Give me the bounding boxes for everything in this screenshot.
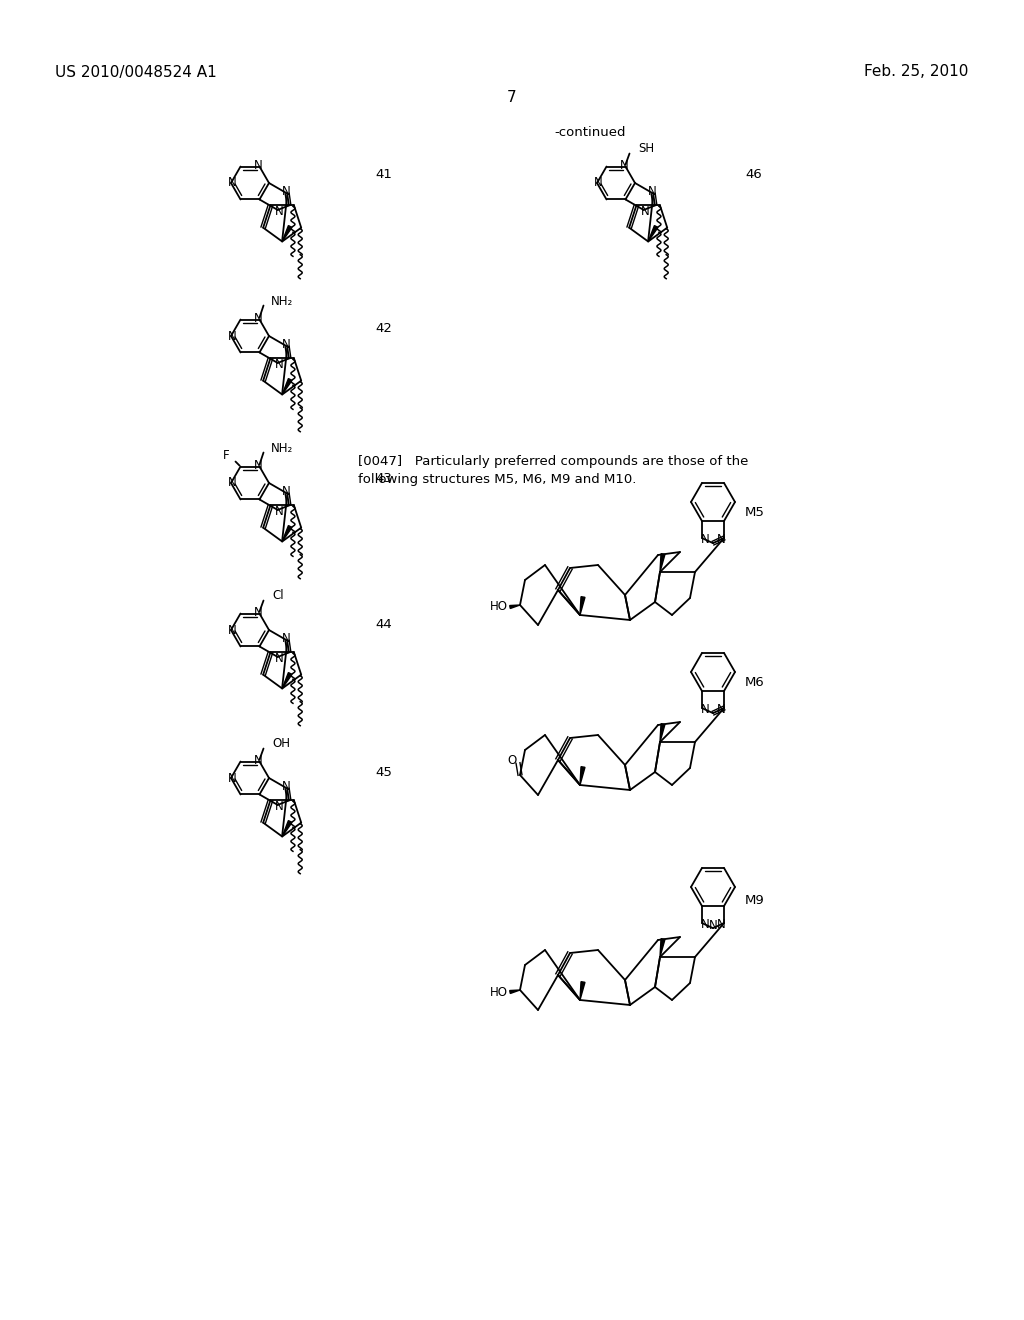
Text: N: N [275, 359, 284, 371]
Text: 41: 41 [375, 169, 392, 181]
Text: F: F [223, 449, 229, 462]
Text: N: N [227, 623, 237, 636]
Text: N: N [275, 652, 284, 665]
Text: OH: OH [272, 737, 291, 750]
Polygon shape [580, 597, 585, 615]
Text: 44: 44 [375, 619, 392, 631]
Text: N: N [227, 330, 237, 342]
Text: M6: M6 [745, 676, 765, 689]
Text: N: N [282, 780, 291, 793]
Text: 45: 45 [375, 767, 392, 780]
Text: Cl: Cl [272, 589, 284, 602]
Polygon shape [660, 553, 665, 572]
Polygon shape [510, 605, 520, 609]
Text: N: N [275, 506, 284, 519]
Text: N: N [227, 177, 237, 190]
Text: N: N [275, 206, 284, 218]
Polygon shape [648, 226, 658, 242]
Text: N: N [717, 532, 725, 545]
Text: N: N [254, 459, 263, 473]
Text: Feb. 25, 2010: Feb. 25, 2010 [863, 65, 968, 79]
Text: N: N [717, 702, 725, 715]
Text: 43: 43 [375, 471, 392, 484]
Text: N: N [227, 477, 237, 490]
Text: N: N [621, 158, 629, 172]
Polygon shape [283, 226, 292, 242]
Text: M9: M9 [745, 894, 765, 907]
Text: N: N [275, 800, 284, 813]
Polygon shape [283, 821, 292, 837]
Text: N: N [717, 917, 725, 931]
Text: N: N [709, 919, 718, 932]
Text: NH₂: NH₂ [270, 442, 293, 455]
Polygon shape [580, 982, 585, 1001]
Text: 42: 42 [375, 322, 392, 334]
Text: N: N [648, 185, 656, 198]
Text: M5: M5 [745, 507, 765, 520]
Text: 7: 7 [507, 90, 517, 104]
Text: N: N [254, 606, 263, 619]
Text: US 2010/0048524 A1: US 2010/0048524 A1 [55, 65, 217, 79]
Text: 46: 46 [745, 169, 762, 181]
Text: SH: SH [639, 143, 654, 154]
Text: N: N [700, 532, 710, 545]
Polygon shape [580, 767, 585, 785]
Text: N: N [282, 338, 291, 351]
Text: HO: HO [490, 601, 508, 614]
Text: -continued: -continued [554, 127, 626, 140]
Text: HO: HO [490, 986, 508, 998]
Text: following structures M5, M6, M9 and M10.: following structures M5, M6, M9 and M10. [358, 474, 636, 487]
Text: N: N [254, 754, 263, 767]
Text: N: N [254, 158, 263, 172]
Text: N: N [282, 185, 291, 198]
Polygon shape [660, 939, 665, 957]
Text: N: N [700, 917, 710, 931]
Polygon shape [283, 673, 292, 689]
Text: NH₂: NH₂ [270, 296, 293, 308]
Text: N: N [641, 206, 650, 218]
Text: O: O [507, 754, 517, 767]
Text: N: N [700, 702, 710, 715]
Polygon shape [660, 723, 665, 742]
Text: N: N [594, 177, 602, 190]
Text: [0047]   Particularly preferred compounds are those of the: [0047] Particularly preferred compounds … [358, 455, 749, 469]
Text: N: N [282, 632, 291, 645]
Text: N: N [227, 771, 237, 784]
Polygon shape [283, 525, 292, 541]
Polygon shape [510, 990, 520, 994]
Text: N: N [282, 484, 291, 498]
Text: N: N [254, 312, 263, 325]
Polygon shape [283, 379, 292, 395]
